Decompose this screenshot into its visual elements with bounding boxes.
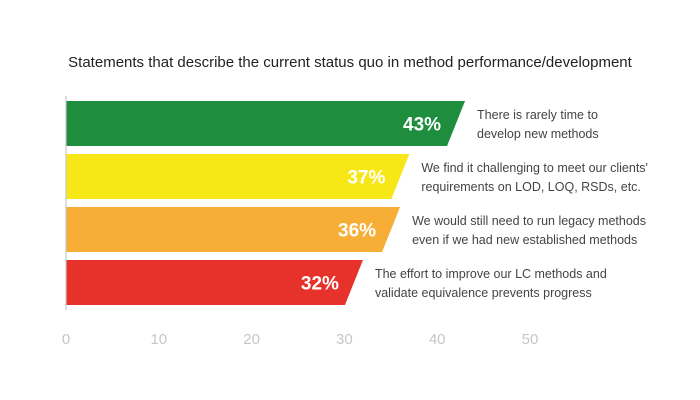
bar-category-label-line: develop new methods — [477, 127, 599, 141]
bar-category-label-line: We would still need to run legacy method… — [412, 214, 646, 228]
bar-4 — [66, 260, 363, 305]
bar-value-label-2: 37% — [347, 168, 385, 189]
bar-3 — [66, 207, 401, 252]
bar-category-label-line: The effort to improve our LC methods and — [375, 267, 607, 281]
bar-category-label-line: validate equivalence prevents progress — [375, 286, 592, 300]
x-tick-label: 30 — [336, 331, 353, 348]
bar-value-label-1: 43% — [403, 115, 441, 136]
bar-category-label-line: There is rarely time to — [477, 108, 598, 122]
bar-value-label-3: 36% — [338, 221, 376, 242]
bar-category-label-4: The effort to improve our LC methods and… — [375, 267, 607, 300]
bar-1 — [66, 101, 466, 146]
x-tick-label: 10 — [150, 331, 167, 348]
bar-category-label-line: even if we had new established methods — [412, 233, 637, 247]
chart-title: Statements that describe the current sta… — [68, 54, 632, 71]
bar-category-label-line: requirements on LOD, LOQ, RSDs, etc. — [421, 180, 641, 194]
bar-category-label-2: We find it challenging to meet our clien… — [421, 161, 648, 194]
bar-2 — [66, 154, 410, 199]
bar-category-label-1: There is rarely time to develop new metho… — [477, 108, 599, 141]
bars-layer: 43% There is rarely time to develop new me… — [66, 101, 648, 305]
x-tick-label: 40 — [429, 331, 446, 348]
bar-category-label-line: We find it challenging to meet our clien… — [421, 161, 648, 175]
x-tick-label: 0 — [62, 331, 70, 348]
x-axis-ticks: 0 10 20 30 40 50 — [62, 331, 539, 348]
x-tick-label: 20 — [243, 331, 260, 348]
x-tick-label: 50 — [522, 331, 539, 348]
bar-value-label-4: 32% — [301, 274, 339, 295]
bar-category-label-3: We would still need to run legacy method… — [412, 214, 646, 247]
